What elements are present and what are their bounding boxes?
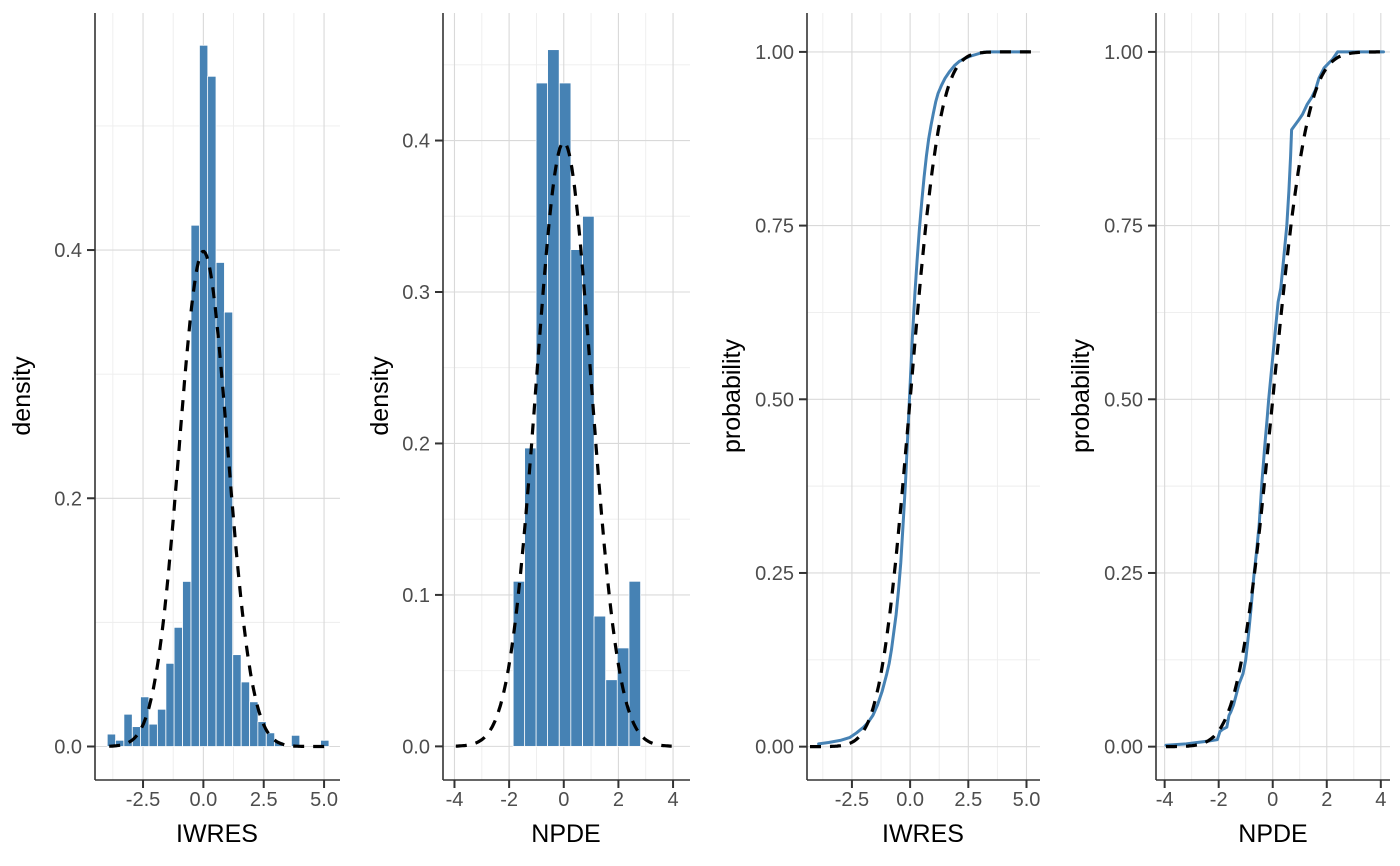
histogram-bar	[165, 662, 175, 747]
x-tick-label: 2	[1321, 789, 1332, 811]
x-tick-label: 0.0	[896, 789, 924, 811]
y-axis-title-iwres-histogram: density	[8, 356, 36, 436]
histogram-bar	[593, 615, 607, 747]
histogram-bar	[157, 708, 167, 747]
histogram-bar	[182, 581, 192, 747]
x-axis-title-iwres-histogram: IWRES	[176, 820, 258, 848]
y-tick-label: 0.1	[402, 585, 430, 607]
histogram-bar	[570, 249, 583, 747]
x-tick-label: -2	[1210, 789, 1228, 811]
y-tick-label: 0.00	[755, 737, 794, 759]
panel-iwres-histogram: -2.5 0.0 2.5 5.0 0.0 0.2 0.4	[54, 13, 340, 811]
y-axis-title-npde-ecdf: probability	[1067, 339, 1095, 453]
histogram-bars-iwres-histogram	[106, 44, 330, 747]
y-tick-label: 0.2	[54, 488, 82, 510]
x-tick-label: 0	[1267, 789, 1278, 811]
histogram-bar	[232, 654, 242, 747]
histogram-bar	[582, 215, 595, 747]
y-tick-label: 0.25	[755, 563, 794, 585]
histogram-bar	[148, 723, 158, 747]
histogram-bar	[265, 732, 276, 747]
histogram-bar	[558, 82, 572, 747]
panel-npde-ecdf: -4 -2 0 2 4 0.00 0.25 0.50 0.75 1.00	[1104, 13, 1390, 811]
y-tick-label: 0.50	[1104, 389, 1143, 411]
x-tick-label: 2.5	[250, 789, 278, 811]
x-tick-label: 5.0	[1013, 789, 1041, 811]
histogram-bar	[199, 44, 209, 747]
y-tick-label: 0.4	[402, 131, 430, 153]
histogram-bar	[320, 739, 330, 747]
y-tick-label: 0.25	[1104, 563, 1143, 585]
y-tick-label: 0.0	[54, 736, 82, 758]
y-tick-label: 0.75	[1104, 216, 1143, 238]
x-tick-label: 0	[558, 789, 569, 811]
y-tick-label: 0.0	[402, 736, 430, 758]
y-tick-label: 0.00	[1104, 737, 1143, 759]
x-tick-label: -2.5	[835, 789, 869, 811]
normal-reference-dashed-line	[109, 249, 329, 749]
x-tick-label: -4	[1156, 789, 1174, 811]
y-axis-title-npde-histogram: density	[366, 356, 394, 436]
normal-reference-dashed-line	[1166, 50, 1387, 749]
histogram-bar	[605, 679, 618, 747]
histogram-bar	[173, 626, 183, 747]
x-tick-label: 2.5	[954, 789, 982, 811]
histogram-bar	[207, 75, 217, 747]
x-tick-label: 4	[1375, 789, 1386, 811]
panel-iwres-ecdf: -2.5 0.0 2.5 5.0 0.00 0.25 0.50 0.75 1.00	[755, 13, 1040, 811]
y-tick-label: 0.2	[402, 433, 430, 455]
y-tick-label: 1.00	[755, 42, 794, 64]
normal-reference-dashed-line	[455, 140, 672, 748]
x-axis-title-npde-histogram: NPDE	[531, 820, 600, 848]
histogram-bar	[240, 681, 250, 747]
x-tick-label: -4	[446, 789, 464, 811]
panel-npde-histogram: -4 -2 0 2 4 0.0 0.1 0.2 0.3 0.4	[402, 13, 690, 811]
gridlines-iwres-ecdf	[807, 13, 1040, 780]
x-tick-label: 4	[667, 789, 678, 811]
histogram-bar	[512, 580, 526, 747]
gridlines-npde-ecdf	[1156, 13, 1390, 780]
y-axis-title-iwres-ecdf: probability	[718, 339, 746, 453]
y-tick-label: 0.3	[402, 282, 430, 304]
panels-group: -2.5 0.0 2.5 5.0 0.0 0.2 0.4 -4 -2 0 2 4 0.0 0.1 0.2 0.…	[54, 13, 1390, 811]
ecdf-line	[817, 50, 1030, 746]
x-axis-title-iwres-ecdf: IWRES	[882, 820, 964, 848]
x-tick-label: 2	[613, 789, 624, 811]
ecdf-line	[1164, 50, 1385, 747]
x-tick-label: 5.0	[310, 789, 338, 811]
histogram-bar	[535, 82, 549, 747]
y-tick-label: 1.00	[1104, 42, 1143, 64]
x-axis-title-npde-ecdf: NPDE	[1238, 820, 1307, 848]
y-tick-label: 0.75	[755, 216, 794, 238]
y-tick-label: 0.4	[54, 240, 82, 262]
x-tick-label: -2	[500, 789, 518, 811]
histogram-bar	[628, 580, 642, 747]
histogram-bar	[223, 311, 234, 747]
normal-reference-dashed-line	[810, 50, 1039, 749]
histogram-bars-npde-histogram	[512, 49, 642, 747]
x-tick-label: -2.5	[126, 789, 160, 811]
y-tick-label: 0.50	[755, 389, 794, 411]
x-tick-label: 0.0	[189, 789, 217, 811]
